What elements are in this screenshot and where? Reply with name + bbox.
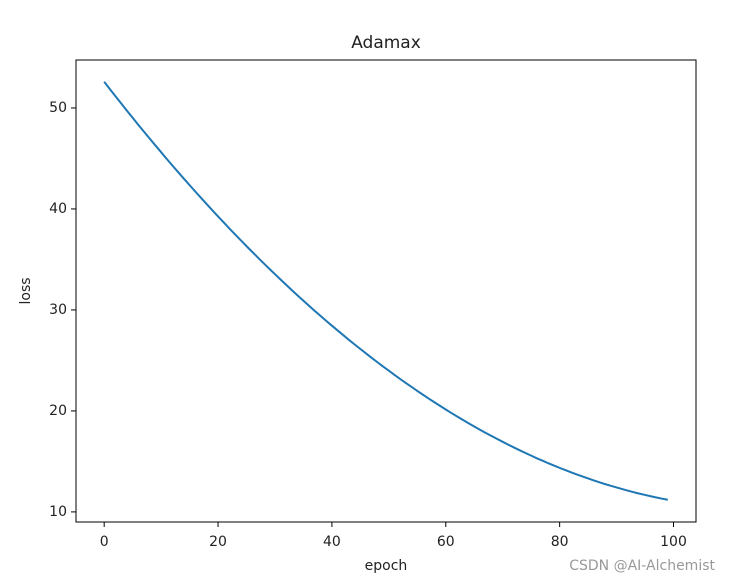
y-tick-label: 40 <box>49 201 67 217</box>
x-tick-label: 80 <box>551 534 569 550</box>
x-tick-label: 100 <box>660 534 687 550</box>
y-tick-label: 30 <box>49 302 67 318</box>
watermark: CSDN @AI-Alchemist <box>569 558 715 574</box>
x-tick-label: 20 <box>209 534 227 550</box>
chart-title: Adamax <box>351 33 421 53</box>
x-tick-label: 40 <box>323 534 341 550</box>
y-tick-label: 20 <box>49 403 67 419</box>
x-axis-label: epoch <box>365 558 408 574</box>
line <box>103 81 669 501</box>
x-tick-label: 0 <box>100 534 109 550</box>
y-tick-label: 10 <box>49 504 67 520</box>
x-tick-label: 60 <box>437 534 455 550</box>
y-axis-label: loss <box>18 277 34 304</box>
y-tick-label: 50 <box>49 100 67 116</box>
plot-frame <box>75 59 697 523</box>
